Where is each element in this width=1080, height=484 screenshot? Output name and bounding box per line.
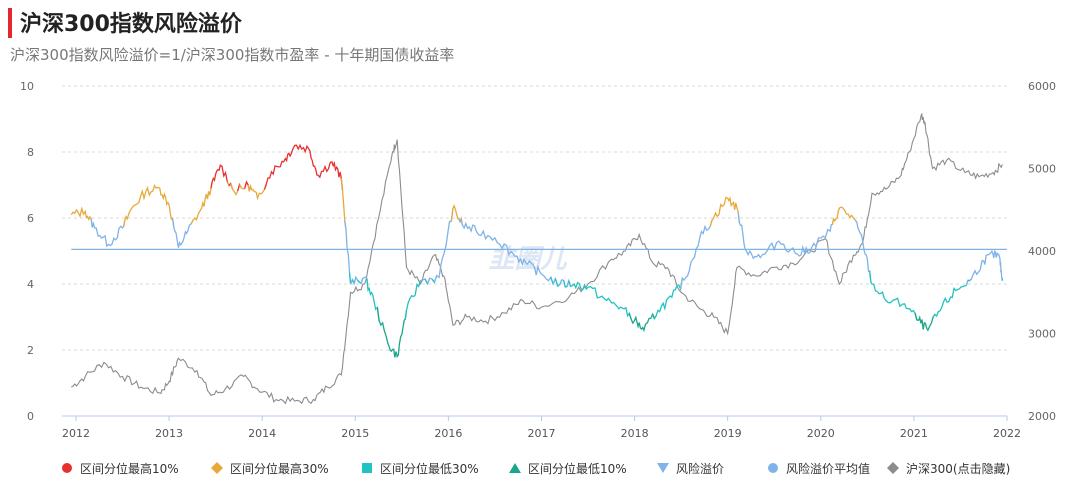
legend-label: 区间分位最高10% [80, 461, 179, 476]
x-tick-label: 2018 [621, 427, 649, 440]
risk-premium-segment [914, 313, 936, 332]
x-tick-label: 2019 [714, 427, 742, 440]
legend-item[interactable]: 区间分位最低10% [508, 458, 627, 478]
risk-premium-segment [247, 183, 267, 201]
risk-premium-segment [450, 204, 461, 223]
risk-premium-segment [366, 278, 380, 321]
risk-premium-segment [869, 270, 918, 321]
risk-premium-segment [433, 208, 454, 283]
legend-item[interactable]: 风险溢价 [656, 458, 724, 478]
risk-premium-segment [404, 279, 424, 320]
risk-premium-segment [855, 220, 872, 282]
legend-item[interactable]: 沪深300(点击隐藏) [886, 458, 1010, 478]
chart-title: 沪深300指数风险溢价 [20, 12, 242, 37]
y-right-tick-label: 6000 [1028, 80, 1056, 93]
risk-premium-segment [123, 184, 175, 227]
title-accent-bar [8, 8, 12, 38]
risk-premium-segment [171, 218, 194, 248]
triangle-down-marker-icon [657, 463, 669, 473]
risk-premium-segment [210, 164, 230, 189]
y-left-tick-label: 6 [27, 212, 34, 225]
legend-label: 区间分位最低10% [528, 461, 627, 476]
diamond-marker-icon [211, 462, 223, 474]
legend-item[interactable]: 风险溢价平均值 [766, 458, 870, 478]
risk-premium-segment [568, 280, 632, 320]
risk-premium-segment [679, 220, 713, 290]
y-left-tick-label: 0 [27, 410, 34, 423]
risk-premium-segment [90, 218, 126, 248]
risk-premium-segment [263, 143, 344, 191]
risk-premium-segment [460, 218, 554, 285]
x-tick-label: 2022 [993, 427, 1021, 440]
risk-premium-segment [190, 181, 213, 224]
x-tick-label: 2016 [434, 427, 462, 440]
x-tick-label: 2014 [248, 427, 276, 440]
legend-label: 沪深300(点击隐藏) [906, 461, 1011, 476]
series-layer [70, 112, 1007, 405]
y-left-tick-label: 10 [20, 80, 34, 93]
legend-label: 风险溢价 [676, 461, 725, 476]
legend-item[interactable]: 区间分位最高10% [60, 458, 179, 478]
legend-label: 区间分位最高30% [230, 461, 329, 476]
y-right-tick-label: 5000 [1028, 163, 1056, 176]
y-right-tick-label: 2000 [1028, 410, 1056, 423]
risk-premium-segment [969, 249, 1003, 282]
legend-item[interactable]: 区间分位最高30% [210, 458, 329, 478]
triangle-marker-icon [509, 463, 521, 473]
risk-premium-segment [653, 277, 683, 319]
risk-premium-segment [737, 212, 835, 260]
chart-subtitle: 沪深300指数风险溢价=1/沪深300指数市盈率 - 十年期国债收益率 [10, 46, 455, 64]
chart-legend: 区间分位最高10% 区间分位最高30% 区间分位最低30% 区间分位最低10% 风险溢价… [60, 458, 1060, 478]
square-marker-icon [362, 463, 372, 473]
x-tick-label: 2017 [527, 427, 555, 440]
y-left-tick-label: 2 [27, 344, 34, 357]
x-tick-label: 2012 [62, 427, 90, 440]
circle-marker-icon [62, 463, 72, 473]
diamond-marker-icon [887, 462, 899, 474]
axes: 0 2 4 6 8 10 2000 3000 4000 5000 6000 2012 2013 2014 2… [20, 80, 1056, 440]
legend-label: 风险溢价平均值 [786, 461, 871, 476]
risk-premium-segment [831, 206, 858, 225]
y-right-tick-label: 3000 [1028, 328, 1056, 341]
y-right-tick-label: 4000 [1028, 245, 1056, 258]
legend-item[interactable]: 区间分位最低30% [360, 458, 479, 478]
x-tick-label: 2015 [341, 427, 369, 440]
y-left-tick-label: 8 [27, 146, 34, 159]
legend-label: 区间分位最低30% [380, 461, 479, 476]
x-tick-label: 2021 [900, 427, 928, 440]
risk-premium-segment [70, 206, 93, 228]
risk-premium-segment [628, 313, 654, 333]
grid-lines [62, 85, 1007, 351]
risk-premium-segment [376, 307, 408, 359]
circle-marker-icon [768, 463, 778, 473]
y-left-tick-label: 4 [27, 278, 34, 291]
risk-premium-segment [932, 280, 969, 318]
risk-premium-segment [709, 196, 740, 227]
x-tick-label: 2020 [807, 427, 835, 440]
hs300-line [70, 112, 1003, 405]
x-tick-label: 2013 [155, 427, 183, 440]
